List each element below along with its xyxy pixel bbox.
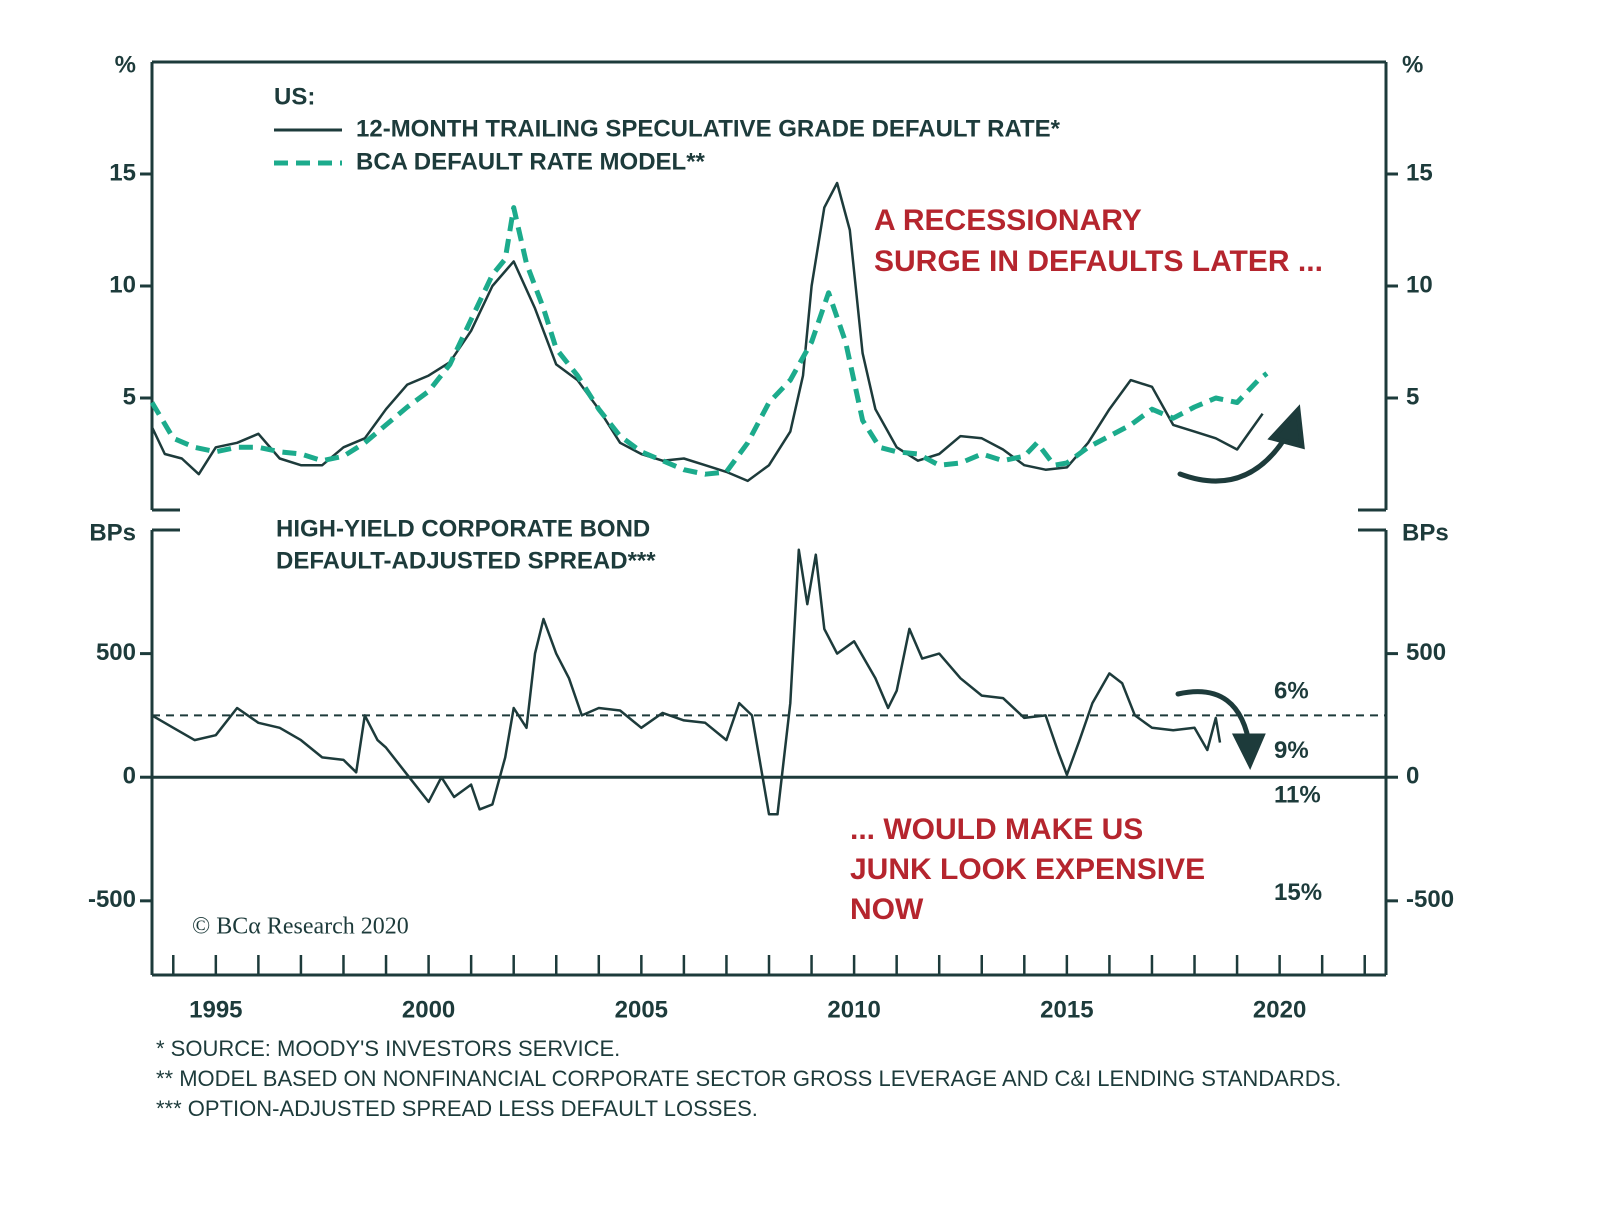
y-tick-label: 0 <box>123 763 136 790</box>
x-tick-label: 2000 <box>402 996 455 1023</box>
y2-unit-label: % <box>1402 51 1423 78</box>
y-unit-label: % <box>115 51 136 78</box>
legend-label: 12-MONTH TRAILING SPECULATIVE GRADE DEFA… <box>356 115 1061 142</box>
x-tick-label: 2005 <box>615 996 668 1023</box>
x-tick-label: 2015 <box>1040 996 1093 1023</box>
arrows <box>1175 404 1305 770</box>
annotation: SURGE IN DEFAULTS LATER ... <box>874 245 1323 278</box>
level-label: 15% <box>1274 879 1322 906</box>
annotation: A RECESSIONARY <box>874 204 1142 237</box>
footnote: * SOURCE: MOODY'S INVESTORS SERVICE. <box>156 1036 620 1061</box>
y2-tick-label: 0 <box>1406 763 1419 790</box>
data-line <box>151 548 1222 816</box>
level-label: 11% <box>1274 781 1321 808</box>
legend-title: US: <box>274 83 315 110</box>
y-tick-label: -500 <box>88 886 136 913</box>
y-unit-label: BPs <box>89 519 136 546</box>
footnote: ** MODEL BASED ON NONFINANCIAL CORPORATE… <box>156 1066 1341 1091</box>
y2-tick-label: 10 <box>1406 271 1433 298</box>
level-label: 6% <box>1274 677 1309 704</box>
y-tick-label: 5 <box>123 383 136 410</box>
y-tick-label: 15 <box>109 159 136 186</box>
y2-tick-label: 500 <box>1406 639 1446 666</box>
legend-label: BCA DEFAULT RATE MODEL** <box>356 148 706 175</box>
annotation: ... WOULD MAKE US <box>850 813 1143 846</box>
x-tick-label: 2010 <box>827 996 880 1023</box>
copyright: © BCα Research 2020 <box>192 914 409 940</box>
series-label: DEFAULT-ADJUSTED SPREAD*** <box>276 547 656 574</box>
y2-tick-label: 5 <box>1406 383 1419 410</box>
footnote: *** OPTION-ADJUSTED SPREAD LESS DEFAULT … <box>156 1096 758 1121</box>
y2-unit-label: BPs <box>1402 519 1449 546</box>
y-tick-label: 10 <box>109 271 136 298</box>
x-tick-label: 1995 <box>189 996 242 1023</box>
y2-tick-label: 15 <box>1406 159 1433 186</box>
y2-tick-label: -500 <box>1406 886 1454 913</box>
level-label: 9% <box>1274 737 1309 764</box>
series-label: HIGH-YIELD CORPORATE BOND <box>276 515 650 542</box>
annotation: JUNK LOOK EXPENSIVE <box>850 853 1205 886</box>
y-tick-label: 500 <box>96 639 136 666</box>
x-tick-label: 2020 <box>1253 996 1306 1023</box>
data-line <box>149 205 1269 477</box>
annotation: NOW <box>850 893 924 926</box>
